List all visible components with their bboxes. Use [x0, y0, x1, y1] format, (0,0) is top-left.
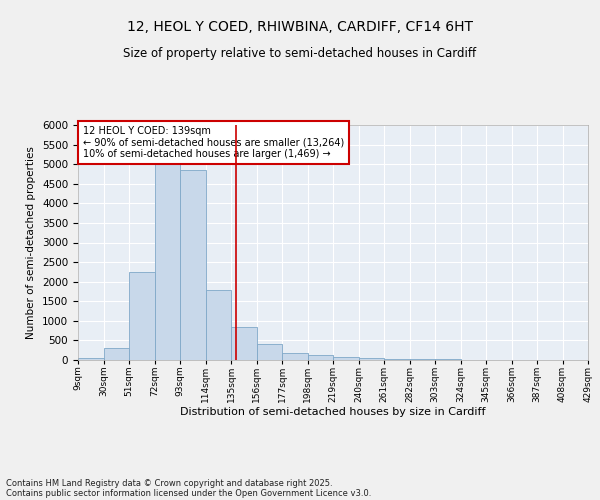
Text: Size of property relative to semi-detached houses in Cardiff: Size of property relative to semi-detach…: [124, 48, 476, 60]
X-axis label: Distribution of semi-detached houses by size in Cardiff: Distribution of semi-detached houses by …: [180, 408, 486, 418]
Bar: [257, 344, 282, 360]
Bar: [155, 164, 180, 360]
Bar: [384, 359, 409, 360]
Text: Contains public sector information licensed under the Open Government Licence v3: Contains public sector information licen…: [6, 488, 371, 498]
Bar: [282, 354, 308, 360]
Y-axis label: Number of semi-detached properties: Number of semi-detached properties: [26, 146, 37, 339]
Bar: [409, 359, 435, 360]
Bar: [359, 358, 384, 360]
Bar: [104, 348, 129, 360]
Bar: [231, 326, 257, 360]
Bar: [205, 290, 231, 360]
Bar: [129, 272, 155, 360]
Bar: [180, 170, 205, 360]
Text: Contains HM Land Registry data © Crown copyright and database right 2025.: Contains HM Land Registry data © Crown c…: [6, 478, 332, 488]
Text: 12, HEOL Y COED, RHIWBINA, CARDIFF, CF14 6HT: 12, HEOL Y COED, RHIWBINA, CARDIFF, CF14…: [127, 20, 473, 34]
Text: 12 HEOL Y COED: 139sqm
← 90% of semi-detached houses are smaller (13,264)
10% of: 12 HEOL Y COED: 139sqm ← 90% of semi-det…: [83, 126, 344, 160]
Bar: [308, 355, 333, 360]
Bar: [333, 357, 359, 360]
Bar: [78, 358, 104, 360]
